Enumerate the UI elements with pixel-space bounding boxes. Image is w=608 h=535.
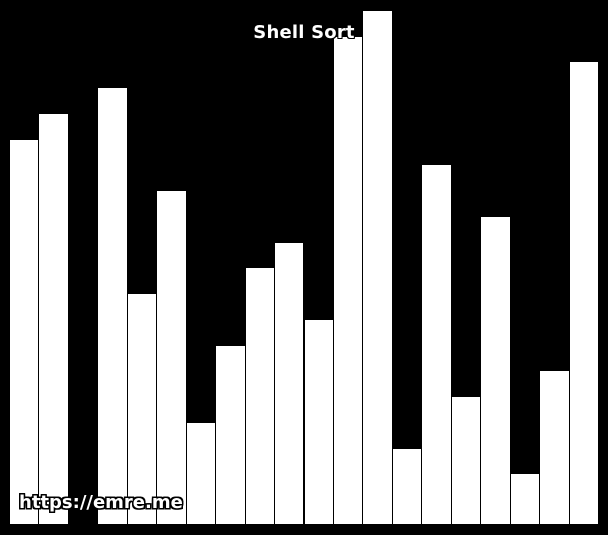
bar-7 (185, 422, 217, 525)
bar-14 (391, 448, 423, 525)
bar-1 (9, 139, 40, 525)
bar-5 (126, 293, 158, 525)
bar-17 (480, 216, 511, 525)
bar-12 (332, 36, 364, 525)
bar-13 (362, 10, 393, 525)
bar-15 (421, 164, 452, 525)
bar-8 (215, 345, 246, 525)
bar-16 (450, 396, 482, 525)
page-title: Shell Sort (253, 22, 355, 43)
bar-9 (244, 267, 276, 525)
bar-6 (156, 190, 187, 525)
watermark-link[interactable]: https://emre.me (19, 492, 183, 513)
bar-19 (539, 370, 570, 525)
bar-18 (509, 473, 541, 525)
bar-chart (9, 0, 599, 525)
bar-4 (97, 87, 128, 525)
bar-2 (38, 113, 69, 525)
bar-20 (568, 61, 599, 525)
bar-11 (303, 319, 334, 525)
bar-10 (274, 242, 305, 525)
